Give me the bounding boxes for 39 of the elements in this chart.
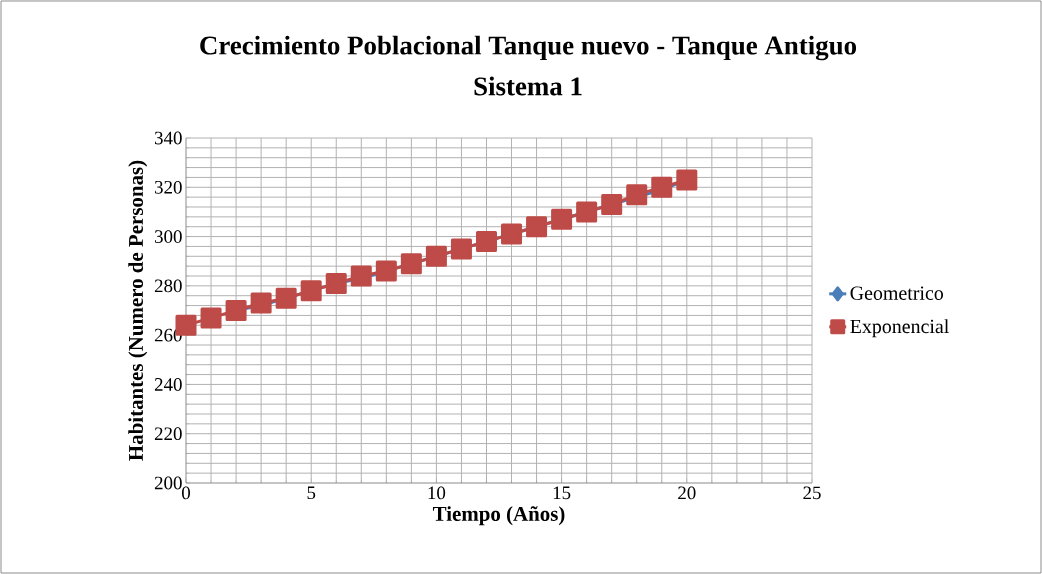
point	[526, 216, 548, 238]
y-tick-label: 320	[154, 180, 182, 194]
legend-label: Exponencial	[850, 319, 949, 338]
point	[375, 260, 397, 282]
y-tick-label: 240	[154, 378, 182, 391]
point	[676, 169, 698, 191]
point	[225, 300, 247, 321]
y-tick-label: 200	[154, 476, 182, 490]
point	[425, 245, 447, 267]
point	[626, 184, 648, 206]
x-tick-label: 15	[553, 486, 571, 500]
y-tick-label: 340	[154, 131, 182, 145]
point	[501, 223, 523, 245]
point	[576, 201, 598, 223]
chart-title: Crecimiento Poblacional Tanque nuevo - Tanque Antiguo	[200, 35, 857, 61]
x-tick-label: 5	[307, 486, 316, 500]
chart-subtitle: Sistema 1	[474, 76, 582, 96]
point	[450, 238, 472, 260]
point	[400, 253, 422, 275]
x-tick-label: 10	[428, 486, 446, 500]
point	[200, 307, 222, 329]
x-tick-label: 0	[181, 486, 190, 500]
point	[325, 272, 347, 294]
y-tick-label: 220	[154, 427, 182, 441]
point	[651, 176, 673, 198]
point	[275, 287, 297, 309]
y-axis-title: Habitantes (Numero de Personas)	[128, 160, 148, 461]
y-tick-label: 280	[154, 279, 182, 293]
point	[350, 265, 372, 287]
point	[250, 292, 272, 314]
point	[551, 208, 573, 230]
x-tick-label: 20	[678, 486, 696, 500]
point	[475, 231, 497, 252]
x-tick-label: 25	[803, 486, 821, 500]
y-tick-label: 300	[154, 230, 182, 243]
x-axis-title: Tiempo (Años)	[432, 506, 565, 526]
point	[601, 194, 623, 216]
point	[300, 280, 322, 302]
legend-label: Geometrico	[850, 286, 944, 300]
